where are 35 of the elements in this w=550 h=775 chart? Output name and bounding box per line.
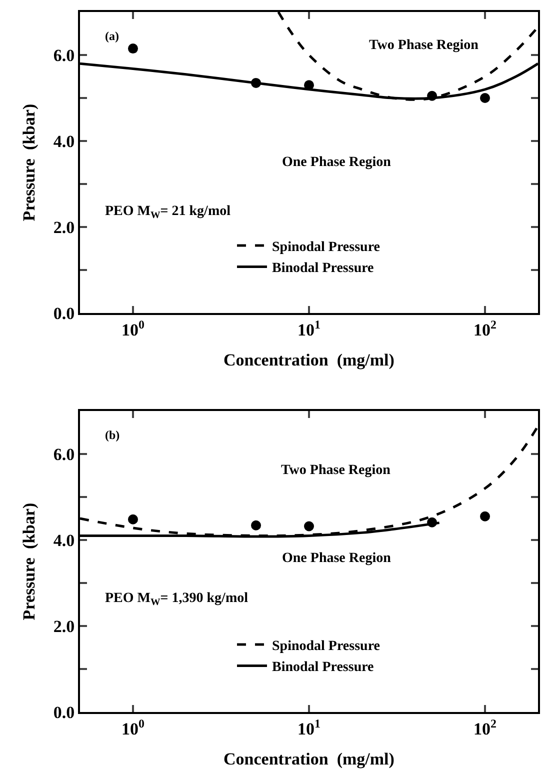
point (128, 44, 138, 54)
x-tick-label: 10$^{0}$ (122, 716, 145, 738)
x-tick-label: 10$^{2}$ (474, 716, 497, 738)
legend-label: Binodal Pressure (272, 261, 374, 276)
y-tick-label: 0.0 (53, 304, 75, 323)
legend-label: Spinodal Pressure (272, 240, 380, 255)
point (480, 93, 490, 103)
y-tick-label: 0.0 (53, 702, 75, 722)
y-tick-label: 2.0 (53, 218, 75, 237)
x-tick-label: 10$^{1}$ (298, 317, 321, 340)
annotation: PEO M$_{W}$= 21 kg/mol (105, 204, 231, 221)
y-tick-label: 6.0 (53, 444, 75, 464)
legend-label: Binodal Pressure (272, 660, 374, 676)
y-tick-label: 4.0 (53, 132, 75, 151)
annotation: (b) (105, 428, 120, 442)
x-axis-title: Concentration (mg/ml) (224, 749, 394, 768)
x-axis-title: Concentration (mg/ml) (224, 350, 394, 370)
annotation: Two Phase Region (281, 463, 391, 478)
x-tick-label: 10$^{1}$ (298, 716, 321, 738)
y-tick-label: 6.0 (53, 46, 75, 65)
annotation: One Phase Region (282, 551, 392, 566)
x-tick-label: 10$^{2}$ (474, 317, 497, 340)
x-tick-label: 10$^{0}$ (122, 317, 145, 340)
annotation: Two Phase Region (369, 38, 479, 53)
annotation: PEO M$_{W}$= 1,390 kg/mol (105, 591, 248, 608)
point (304, 521, 314, 532)
y-tick-label: 4.0 (53, 530, 75, 550)
legend-label: Spinodal Pressure (272, 638, 380, 654)
annotation: One Phase Region (282, 155, 392, 170)
point (480, 511, 490, 522)
point (128, 514, 138, 524)
y-tick-label: 2.0 (53, 616, 75, 636)
y-axis-title: Pressure (kbar) (19, 502, 38, 620)
annotation: (a) (105, 29, 119, 43)
y-axis-title: Pressure (kbar) (19, 104, 38, 222)
